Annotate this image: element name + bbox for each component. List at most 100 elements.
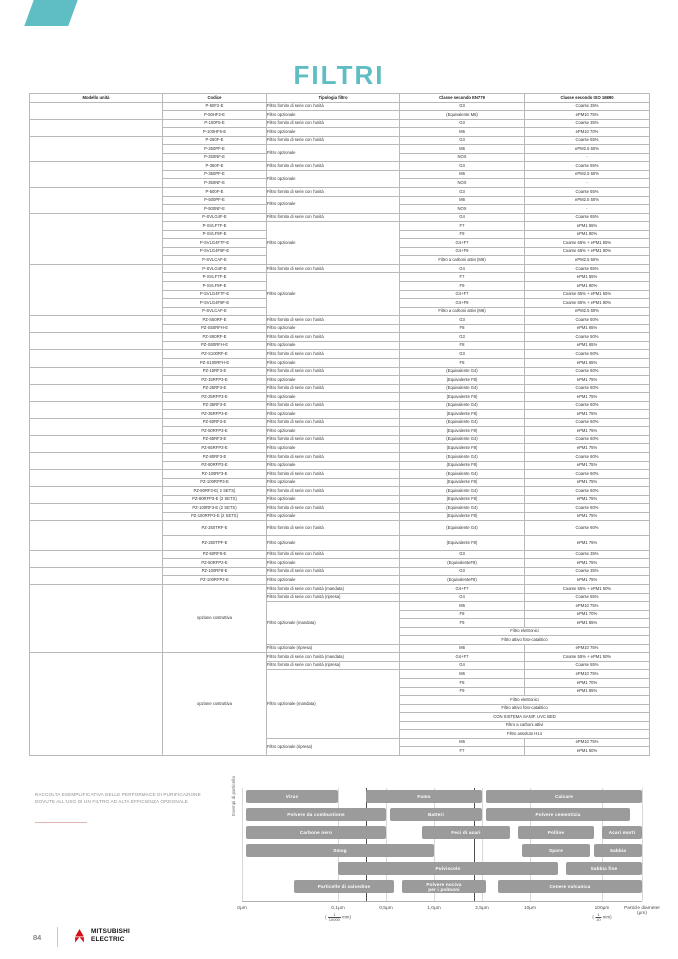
filter-type-cell: Filtro opzionale [266, 375, 400, 385]
iso16890-class-cell: - [524, 152, 650, 163]
iso16890-class-cell: Coarse 50% [524, 349, 650, 359]
chart-x-axis-caption: Particle diameter (μm) [624, 906, 660, 916]
filter-type-cell: Filtro fornito di serie con l'unità [266, 332, 400, 342]
legend-note: RACCOLTA ESEMPLIFICATIVA DELLE PERFORMAC… [35, 792, 201, 805]
model-name: LGH-160RVXT3-E [63, 521, 129, 531]
code-cell: PZ-250TPF-E [162, 535, 267, 551]
iso16890-class-cell: - [524, 178, 650, 188]
iso16890-class-cell: Coarse 35% [524, 101, 650, 112]
code-cell: P-250F-E [162, 135, 267, 146]
chart-bar: Polvere cementizia [486, 808, 630, 821]
filter-type-cell: Filtro fornito di serie con l'unità [266, 503, 400, 513]
chart-x-tick-label: 0,5μm [379, 906, 393, 911]
en779-class-cell: (Equivalente F8) [399, 409, 525, 419]
model-cell: LGH-25RVX3-E [29, 383, 163, 402]
code-cell: PZ-65RF3-E [162, 434, 267, 445]
en779-class-cell: F8 [399, 357, 525, 368]
filter-type-cell: Filtro fornito di serie con l'unità [266, 349, 400, 359]
en779-class-cell: G3 [399, 118, 525, 129]
iso16890-class-cell: ePM10 70% [524, 127, 650, 137]
en779-class-cell: (Equivalente F8) [399, 511, 525, 522]
en779-class-cell: G3 [399, 349, 525, 359]
en779-class-cell: G4+F9 [399, 246, 525, 257]
en779-class-cell: G3 [399, 161, 525, 171]
chart-bar: Pulviscolo [338, 862, 558, 875]
model-name: LGH-25RVX3-E [79, 389, 113, 395]
iso16890-class-cell: ePM2.5 50% [524, 169, 650, 180]
class-span-cell: Filtro a carboni attivi (M6) [399, 306, 525, 317]
class-span-cell: Filtro a carboni attivi [399, 720, 650, 731]
chart-x-tick-sublabel: ( 1 10000 mm) [325, 912, 351, 922]
model-name: WIZARDX [85, 615, 107, 621]
code-cell: PZ-25RF3-E [162, 383, 267, 394]
table-row: GUF-50RD4 PZ-50RF8-E Filtro fornito di ser… [29, 549, 650, 568]
code-cell: PZ-35RFP3-E [162, 409, 267, 419]
code-cell: PZ-50RFP3-E [162, 426, 267, 436]
filter-type-cell: Filtro opzionale (ripresa) [266, 737, 400, 756]
model-cell: w-AIRME s-AIRME [29, 652, 163, 756]
code-cell: P-50F2-E [162, 101, 267, 112]
en779-class-cell: F8 [399, 340, 525, 351]
iso16890-class-cell: ePM1 85% [524, 686, 650, 697]
chart-gridline-0 [242, 788, 243, 901]
table-row: P-50HF2-E Filtro opzionale (Equivalente M6… [30, 110, 650, 120]
code-cell: P-SVLG4F9F-E [162, 298, 267, 308]
chart-bar-label: Sabbia fine [590, 866, 618, 871]
model-cell: LGH-15RVX3-E [29, 366, 163, 385]
chart-x-tick: 2,5μm [475, 906, 488, 911]
code-cell: P-SVLG4F-E [162, 263, 267, 274]
filter-type-cell: Filtro fornito di serie con l'unità [266, 566, 400, 577]
code-cell: P-250NF-E [162, 152, 267, 163]
table-row: PZ-50RFP2-E Filtro opzionale (EquivalenteF… [30, 558, 650, 568]
code-cell: PZ-15RF3-E [162, 366, 267, 377]
en779-class-cell: (Equivalente F8) [399, 443, 525, 453]
model-name: VL-50SR2-E [83, 107, 109, 113]
chart-bar-label: Polvere da combustione [287, 812, 345, 817]
filter-type-cell: Filtro fornito di serie con l'unità [266, 434, 400, 445]
en779-class-cell: F7 [399, 272, 525, 283]
chart-bar-label: Feci di acari [451, 830, 481, 835]
filters-table-wrap: Modello unità Codice Tipologia filtro Class… [29, 93, 650, 756]
table-row: LGH-50RVS PZ-S50RF-E Filtro fornito di ser… [29, 315, 650, 334]
model-name: LGH-100RVX3-E [78, 474, 114, 480]
iso16890-class-cell: ePM2.5 50% [524, 195, 650, 206]
chart-bar-label: Particelle di salsedine [317, 884, 371, 889]
chart-bar-label: Carbone nero [299, 830, 333, 835]
model-cell: LGH-80RVX3-E [29, 451, 163, 471]
chart-bar-label: Fumo [417, 794, 431, 799]
en779-class-cell: F8 [399, 323, 525, 334]
code-cell: P-SVLG4F-E [162, 212, 267, 223]
code-cell: opzione costruttiva [162, 583, 267, 654]
filter-type-cell: Filtro fornito di serie con l'unità [266, 383, 400, 394]
mitsubishi-diamonds-icon [75, 929, 84, 943]
filter-type-cell: Filtro fornito di serie con l'unità [266, 400, 400, 411]
chart-bar: Polvere nociva per i polmoni [402, 880, 486, 893]
chart-bar-label: Polvere cementizia [535, 812, 581, 817]
en779-class-cell: G4+F7 [399, 289, 525, 300]
chart-gridline-3 [434, 788, 435, 901]
en779-class-cell: (Equivalente G4) [399, 417, 525, 428]
table-row: SVL-150CZPV-E P-SVLG4F-E Filtro fornito di… [29, 212, 650, 265]
iso16890-class-cell: Coarse 65% + ePM1 80% [524, 298, 650, 308]
iso16890-class-cell: ePM1 70% [524, 609, 650, 620]
table-header-row: Modello unità Codice Tipologia filtro Class… [29, 93, 650, 103]
en779-class-cell: (Equivalente F8) [399, 535, 525, 551]
en779-class-cell: (Equivalente G4) [399, 383, 525, 394]
en779-class-cell: G4+F7 [399, 584, 525, 594]
en779-class-cell: F7 [399, 221, 525, 231]
code-cell: PZ-80RF3-E [162, 451, 267, 462]
iso16890-class-cell: ePM10 75% [524, 669, 650, 679]
iso-class-cell: ePM2.5 50% [524, 255, 650, 265]
en779-class-cell: G4 [399, 212, 525, 223]
page-footer: 84 MITSUBISHI ELECTRIC [33, 925, 333, 951]
filter-type-cell: Filtro opzionale (ripresa) [266, 643, 400, 654]
en779-class-cell: M6 [399, 169, 525, 180]
filter-type-cell: Filtro fornito di serie con l'unità [266, 366, 400, 377]
en779-class-cell: G4 [399, 263, 525, 274]
table-row: LGH-35RVX3-E PZ-35RF3-E Filtro fornito di … [29, 400, 650, 419]
iso16890-class-cell: Coarse 65% [524, 263, 650, 274]
model-cell: LGH-160RVX3-E [29, 486, 163, 505]
table-row: LGH-100RVS PZ-S100RF-E Filtro fornito di s… [29, 349, 650, 368]
particle-size-chart: Esempi di particella Virus Fumo Calcare Pol… [231, 776, 660, 938]
filter-type-cell: Filtro opzionale [266, 144, 400, 163]
